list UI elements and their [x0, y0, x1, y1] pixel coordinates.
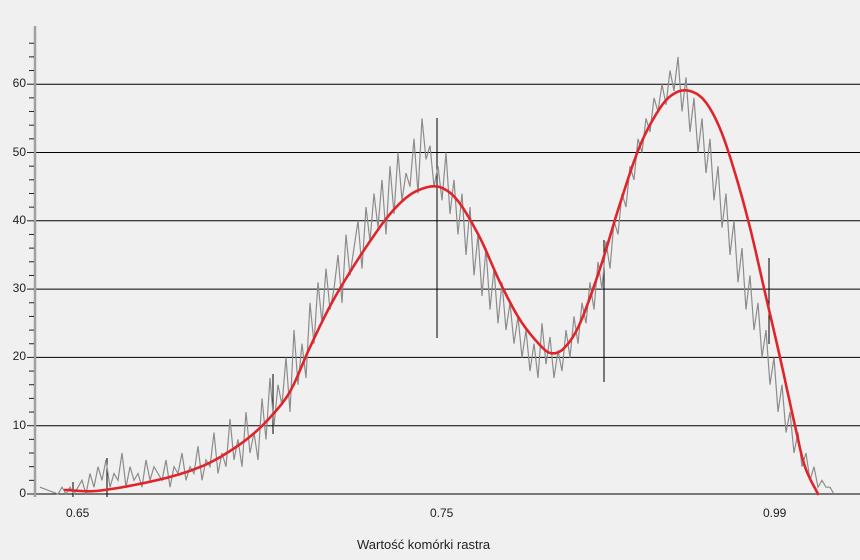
fit-curve-series: [63, 89, 820, 496]
x-axis-title: Wartość komórki rastra: [357, 537, 491, 552]
y-axis-label: 60: [12, 76, 26, 91]
y-axis-label: 10: [12, 417, 26, 432]
y-axis-label: 50: [12, 144, 26, 159]
y-axis-label: 20: [12, 349, 26, 364]
gridlines: [35, 83, 860, 495]
x-axis-label: 0.75: [430, 506, 454, 520]
y-axis-label: 40: [12, 212, 26, 227]
x-axis-label: 0.65: [66, 506, 90, 520]
x-axis-ticks: [72, 118, 770, 497]
x-axis-label: 0.99: [763, 506, 787, 520]
y-axis-label: 30: [12, 281, 26, 296]
histogram-series: [39, 56, 835, 496]
y-axis-label: 0: [19, 486, 26, 500]
y-axis: [27, 26, 37, 497]
